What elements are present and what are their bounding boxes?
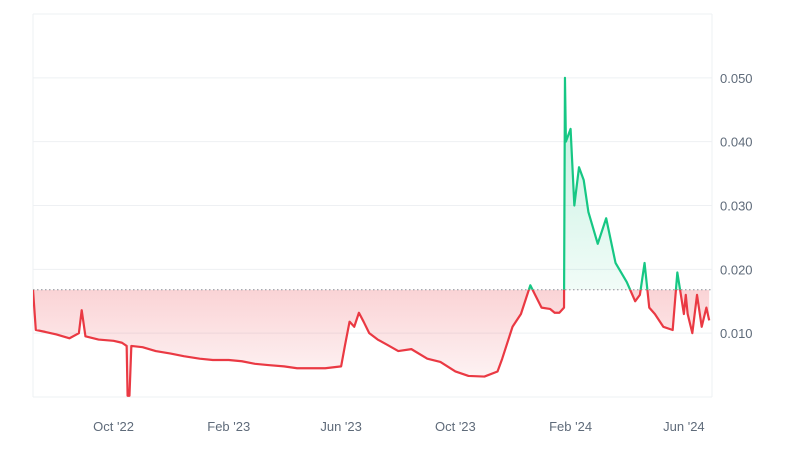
x-tick-label-4: Feb '24 <box>549 419 592 434</box>
area-fill-above-baseline <box>33 77 710 290</box>
price-line-below <box>33 289 711 397</box>
x-axis-tick-labels: Oct '22 Feb '23 Jun '23 Oct '23 Feb '24 Jun '… <box>93 419 705 434</box>
x-tick-label-0: Oct '22 <box>93 419 134 434</box>
y-axis-tick-labels: 0.010 0.020 0.030 0.040 0.050 <box>720 71 753 341</box>
price-line-layer <box>33 76 711 397</box>
x-tick-label-5: Jun '24 <box>663 419 705 434</box>
area-fill-below-baseline <box>33 289 710 396</box>
y-tick-label-4: 0.050 <box>720 71 753 86</box>
price-line-above <box>33 76 682 290</box>
y-tick-label-1: 0.020 <box>720 262 753 277</box>
x-tick-label-1: Feb '23 <box>207 419 250 434</box>
y-tick-label-3: 0.040 <box>720 135 753 150</box>
x-tick-label-2: Jun '23 <box>320 419 362 434</box>
x-tick-label-3: Oct '23 <box>435 419 476 434</box>
y-tick-label-0: 0.010 <box>720 326 753 341</box>
area-fill-layer <box>33 77 710 396</box>
y-tick-label-2: 0.030 <box>720 199 753 214</box>
